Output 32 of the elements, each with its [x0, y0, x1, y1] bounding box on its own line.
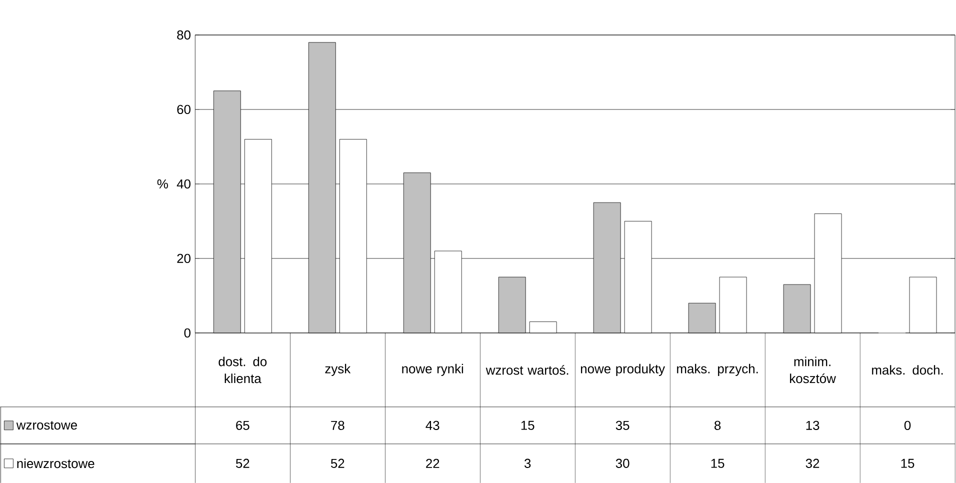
- y-tick-label: 0: [184, 328, 190, 338]
- data-label: 3: [524, 458, 531, 468]
- data-label: 52: [330, 458, 344, 468]
- x-tick-label: maks. doch.: [872, 365, 943, 375]
- x-tick-label: nowe produkty: [580, 364, 666, 376]
- y-tick-label: 40: [176, 179, 190, 188]
- data-label: 30: [616, 458, 630, 468]
- y-tick-label: 20: [177, 254, 190, 263]
- data-label: 8: [714, 420, 721, 430]
- x-tick-label: wzrost wartoś.: [486, 365, 568, 375]
- y-tick-label: 60: [177, 104, 190, 114]
- data-label: 15: [711, 458, 724, 468]
- y-axis-title: %: [157, 179, 168, 188]
- x-tick-label: dost. do klienta: [218, 356, 267, 384]
- x-tick-label: nowe rynki: [402, 364, 464, 376]
- data-label: 22: [426, 458, 440, 468]
- data-label: 32: [806, 458, 820, 468]
- y-tick-label: 80: [177, 30, 190, 40]
- legend-label: wzrostowe: [16, 421, 77, 430]
- x-tick-label: minim. kosztów: [790, 356, 836, 384]
- data-label: 15: [521, 420, 534, 430]
- data-label: 0: [904, 420, 911, 430]
- x-tick-label: maks. przych.: [677, 364, 758, 376]
- data-label: 35: [616, 420, 630, 430]
- data-label: 15: [901, 458, 914, 468]
- data-label: 13: [806, 420, 820, 430]
- x-tick-label: zysk: [325, 364, 351, 376]
- data-label: 65: [236, 420, 250, 430]
- data-label: 52: [236, 458, 250, 468]
- data-label: 78: [331, 420, 344, 430]
- data-label: 43: [426, 420, 440, 430]
- legend-label: niewzrostowe: [17, 458, 94, 468]
